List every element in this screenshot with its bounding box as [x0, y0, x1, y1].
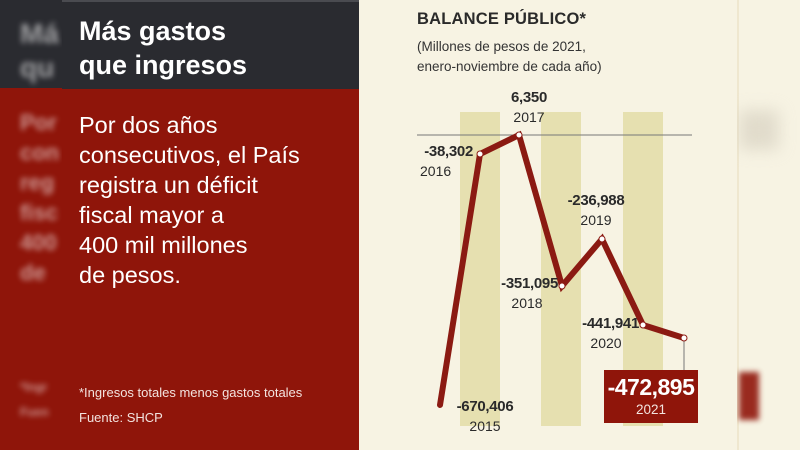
chart-title: BALANCE PÚBLICO* [417, 10, 587, 28]
value-label: -236,988 [567, 192, 625, 209]
blurred-text: de [20, 260, 46, 285]
summary-card: Más gastos que ingresos Por dos años con… [62, 0, 359, 450]
card-title-line: Más gastos [79, 16, 227, 46]
value-label: -670,406 [456, 398, 514, 415]
year-label: 2016 [420, 163, 452, 179]
data-point-marker [558, 282, 566, 290]
blurred-text: *Ingr [20, 380, 48, 394]
data-label-2019: -236,988 2019 [556, 192, 636, 230]
highlight-box-2021: -472,895 2021 [604, 370, 698, 423]
data-label-2015: -670,406 2015 [445, 398, 525, 436]
year-label: 2015 [469, 418, 501, 434]
blurred-background-left: Má qu Por con reg fisc 400 de *Ingr Fuen [0, 0, 62, 450]
data-point-marker [598, 235, 606, 243]
value-label: -351,095 [501, 275, 558, 292]
body-line: consecutivos, el País [79, 142, 300, 168]
value-label: -441,941 [582, 315, 639, 332]
year-label: 2017 [513, 109, 545, 125]
card-footnote: *Ingresos totales menos gastos totales F… [79, 380, 302, 430]
blurred-shape [739, 110, 779, 150]
blurred-text: fisc [20, 200, 58, 225]
subtitle-line: enero-noviembre de cada año) [417, 59, 602, 74]
body-line: de pesos. [79, 262, 181, 288]
year-label: 2019 [580, 212, 612, 228]
footnote-text: *Ingresos totales menos gastos totales [79, 385, 303, 400]
blurred-text: Má [20, 18, 59, 49]
blurred-highlight-box [739, 372, 759, 420]
year-label: 2018 [511, 295, 543, 311]
value-label: 6,350 [510, 89, 548, 106]
body-line: registra un déficit [79, 172, 258, 198]
body-line: Por dos años [79, 112, 218, 138]
data-point-marker [515, 131, 523, 139]
data-label-2017: 6,350 2017 [499, 89, 559, 127]
blurred-text: Fuen [20, 405, 49, 419]
blurred-background-right [737, 0, 800, 450]
blurred-text: qu [20, 52, 55, 83]
card-title-line: que ingresos [79, 50, 248, 80]
body-line: 400 mil millones [79, 232, 248, 258]
value-label: -38,302 [424, 143, 473, 160]
year-label: 2020 [590, 335, 622, 351]
blurred-text: con [20, 140, 60, 165]
highlight-value: -472,895 [607, 374, 695, 400]
data-point-marker [639, 321, 647, 329]
data-point-marker [680, 334, 688, 342]
chart-subtitle: (Millones de pesos de 2021, enero-noviem… [417, 37, 602, 77]
chart-panel: BALANCE PÚBLICO* (Millones de pesos de 2… [359, 0, 737, 450]
card-body-text: Por dos años consecutivos, el País regis… [79, 110, 349, 290]
data-label-2016: -38,302 2016 [403, 143, 473, 181]
data-point-marker [476, 150, 484, 158]
line-plot [417, 112, 692, 426]
source-text: Fuente: SHCP [79, 410, 163, 425]
data-label-2020: -441,941 2020 [559, 315, 639, 353]
blurred-text: Por [20, 110, 57, 135]
body-line: fiscal mayor a [79, 202, 224, 228]
blurred-header [0, 0, 62, 88]
data-label-2018: -351,095 2018 [480, 275, 558, 313]
blurred-text: reg [20, 170, 55, 195]
subtitle-line: (Millones de pesos de 2021, [417, 39, 586, 54]
card-header: Más gastos que ingresos [62, 0, 359, 89]
card-title: Más gastos que ingresos [79, 14, 349, 82]
blurred-text: 400 [20, 230, 57, 255]
highlight-year: 2021 [635, 402, 667, 417]
